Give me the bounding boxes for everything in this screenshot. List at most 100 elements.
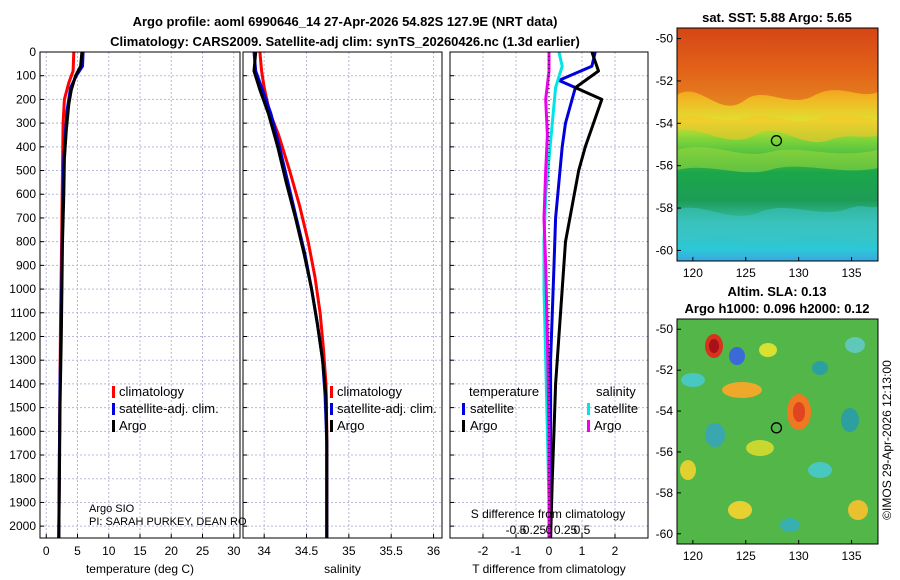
y-tick-label: 100	[16, 69, 36, 83]
legend-label-s-satellite: satellite	[594, 401, 638, 416]
series-line-argo_salinity	[542, 52, 551, 538]
x-tick-label: 20	[165, 544, 179, 558]
legend-title-salinity: salinity	[596, 384, 636, 399]
legend-label-satellite: satellite-adj. clim.	[337, 401, 437, 416]
float-pi: PI: SARAH PURKEY, DEAN RO	[89, 516, 247, 528]
series-line-climatology	[258, 51, 329, 538]
legend-label-argo: Argo	[119, 418, 146, 433]
sla-map-title-line2: Argo h1000: 0.096 h2000: 0.12	[685, 301, 870, 316]
top-x-tick-label: 0	[546, 523, 553, 537]
y-tick-label: 1500	[9, 401, 36, 415]
salinity-legend: climatology satellite-adj. clim. Argo	[330, 384, 437, 433]
x-tick-label: 5	[74, 544, 81, 558]
x-tick-label: 35.5	[380, 544, 404, 558]
series-line-satellite	[549, 51, 597, 538]
plot-frame	[39, 51, 241, 539]
difference-legend: temperature salinity satellite Argo sate…	[462, 384, 638, 433]
difference-panel: -2 -1 0 1 2 T difference from climatology -0.5…	[449, 51, 649, 576]
top-x-tick-label: 0.25	[554, 523, 578, 537]
legend-swatch-satellite	[112, 403, 115, 415]
sla-map-title-line1: Altim. SLA: 0.13	[728, 284, 827, 299]
legend-swatch-s-satellite	[587, 403, 590, 415]
legend-label-argo: Argo	[337, 418, 364, 433]
sst-map: 120 125 130 135 -50 -52 -54 -56 -58 -60	[656, 27, 879, 280]
x-tick-label: 0	[43, 544, 50, 558]
y-tick-label: 1600	[9, 424, 36, 438]
y-tick-label: 400	[16, 140, 36, 154]
map-x-tick-label: 120	[683, 266, 703, 280]
figure-title-line2: Climatology: CARS2009. Satellite-adj cli…	[110, 34, 580, 49]
y-tick-label: 900	[16, 258, 36, 272]
figure-title-line1: Argo profile: aoml 6990646_14 27-Apr-202…	[133, 14, 558, 29]
map-x-tick-label: 120	[683, 549, 703, 563]
series-line-argo	[252, 51, 329, 538]
y-tick-label: 600	[16, 187, 36, 201]
series-line-satellite	[252, 51, 329, 538]
map-y-tick-label: -60	[656, 527, 674, 541]
legend-label-t-argo: Argo	[470, 418, 497, 433]
legend-swatch-satellite	[330, 403, 333, 415]
map-y-tick-label: -50	[656, 322, 674, 336]
x-tick-label: 34.5	[295, 544, 319, 558]
y-tick-label: 700	[16, 211, 36, 225]
x-tick-label: 15	[133, 544, 147, 558]
map-x-tick-label: 135	[842, 549, 862, 563]
y-tick-label: 2000	[9, 519, 36, 533]
map-y-tick-label: -60	[656, 243, 674, 257]
top-x-tick-label: -0.25	[519, 523, 547, 537]
map-y-tick-label: -58	[656, 486, 674, 500]
imos-watermark: ©IMOS 29-Apr-2026 12:13:00	[880, 360, 894, 520]
y-tick-label: 1900	[9, 495, 36, 509]
legend-swatch-t-argo	[462, 420, 465, 432]
y-tick-label: 300	[16, 116, 36, 130]
legend-swatch-argo	[112, 420, 115, 432]
legend-swatch-climatology	[330, 386, 333, 398]
legend-title-temperature: temperature	[469, 384, 539, 399]
argo-position-marker	[770, 422, 783, 434]
y-tick-label: 1100	[10, 306, 36, 320]
map-x-tick-label: 130	[789, 549, 809, 563]
sla-map: 120 125 130 135 -50 -52 -54 -56 -58 -60	[656, 318, 879, 563]
float-institution: Argo SIO	[89, 503, 135, 515]
legend-label-t-satellite: satellite	[470, 401, 514, 416]
x-tick-label: 30	[227, 544, 241, 558]
salinity-panel: 34 34.5 35 35.5 36 salinity	[242, 51, 443, 576]
legend-swatch-climatology	[112, 386, 115, 398]
y-tick-label: 1700	[9, 448, 36, 462]
top-x-tick-label: -0.5	[506, 523, 527, 537]
legend-swatch-t-satellite	[462, 403, 465, 415]
x-tick-label: -1	[511, 544, 522, 558]
sst-map-title: sat. SST: 5.88 Argo: 5.65	[702, 10, 852, 25]
map-x-tick-label: 125	[736, 549, 756, 563]
map-x-tick-label: 135	[842, 266, 862, 280]
y-tick-label: 0	[29, 45, 36, 59]
y-tick-label: 200	[16, 92, 36, 106]
series-line-argo	[57, 51, 84, 539]
y-tick-label: 1800	[9, 472, 36, 486]
x-tick-label: 35	[342, 544, 356, 558]
map-y-tick-label: -54	[656, 116, 674, 130]
argo-position-marker	[770, 135, 783, 147]
map-y-tick-label: -54	[656, 404, 674, 418]
map-y-tick-label: -56	[656, 159, 674, 173]
difference-top-xlabel: S difference from climatology	[471, 507, 626, 521]
map-y-tick-label: -52	[656, 74, 674, 88]
x-tick-label: 36	[427, 544, 441, 558]
x-tick-label: 10	[102, 544, 116, 558]
legend-label-s-argo: Argo	[594, 418, 621, 433]
legend-swatch-s-argo	[587, 420, 590, 432]
map-x-tick-label: 125	[736, 266, 756, 280]
series-line-argo	[549, 51, 604, 539]
x-tick-label: 1	[579, 544, 586, 558]
y-tick-label: 1200	[9, 329, 36, 343]
x-tick-label: -2	[478, 544, 489, 558]
map-y-tick-label: -50	[656, 32, 674, 46]
temperature-legend: climatology satellite-adj. clim. Argo	[112, 384, 219, 433]
legend-label-climatology: climatology	[119, 384, 185, 399]
map-y-tick-label: -52	[656, 363, 674, 377]
top-x-tick-label: 0.5	[574, 523, 591, 537]
legend-label-climatology: climatology	[337, 384, 403, 399]
x-axis-label: salinity	[324, 562, 361, 576]
map-y-tick-label: -56	[656, 445, 674, 459]
